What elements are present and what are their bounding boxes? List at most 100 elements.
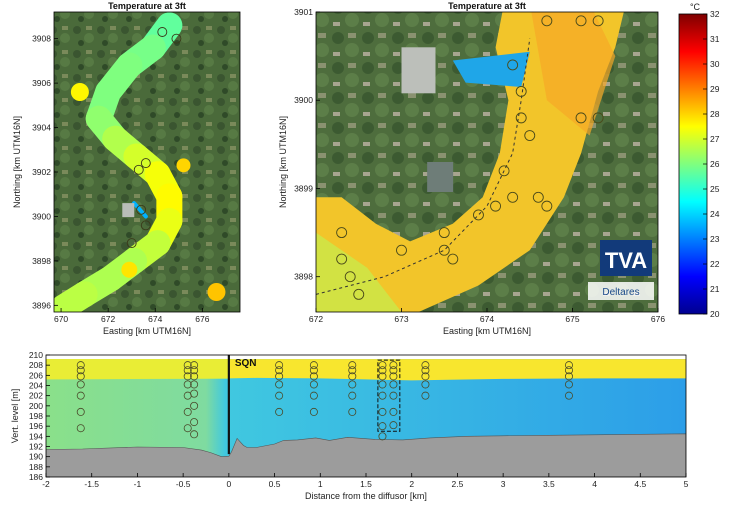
section-station-marker — [378, 361, 387, 370]
section-ytick-label: 208 — [29, 360, 43, 370]
right-map-station-marker — [541, 200, 553, 212]
section-riverbed — [46, 433, 686, 477]
colorbar: 20 21 22 23 24 25 26 27 28 29 30 31 32 °C — [678, 2, 720, 319]
section-station-marker — [389, 380, 398, 389]
right-map-station-marker — [473, 209, 484, 221]
right-map-plot-area: TVA Deltares — [316, 12, 658, 312]
right-map-cool-edge — [316, 232, 402, 312]
section-xtick-label: 3 — [501, 479, 506, 489]
section-ytick-label: 190 — [29, 452, 43, 462]
section-ytick-label: 202 — [29, 391, 43, 401]
right-map-station-marker — [336, 253, 348, 265]
right-map-station-marker — [515, 112, 527, 124]
section-plot-area — [46, 355, 686, 477]
left-map-station-marker — [133, 164, 144, 175]
section-station-marker — [190, 366, 199, 375]
right-map-station-marker — [336, 227, 348, 239]
section-station-marker — [348, 380, 357, 389]
right-map-ylabel: Northing [km UTM16N] — [278, 116, 288, 208]
left-map-xtick-label: 674 — [148, 314, 162, 324]
right-map-station-marker — [490, 200, 501, 212]
section-station-marker — [183, 366, 192, 375]
section-station-marker — [190, 389, 199, 398]
right-map-xtick-label: 674 — [480, 314, 494, 324]
section-station-marker — [421, 361, 430, 370]
section-station-marker — [564, 372, 573, 381]
section-station-marker — [309, 380, 318, 389]
section-station-marker — [564, 391, 573, 400]
section-station-marker — [378, 407, 387, 416]
left-map-station-marker — [157, 27, 168, 37]
section-station-marker — [183, 424, 192, 433]
section-ytick-label: 194 — [29, 431, 43, 441]
section-station-marker — [421, 372, 430, 381]
right-map-station-marker — [532, 191, 544, 203]
colorbar-unit: °C — [690, 2, 701, 12]
section-ytick-label: 210 — [29, 350, 43, 360]
section-xtick-label: 4.5 — [634, 479, 646, 489]
section-station-marker — [76, 372, 85, 381]
colorbar-tick-label: 25 — [710, 184, 720, 194]
left-map-station-marker — [126, 238, 137, 249]
section-station-marker — [389, 361, 398, 370]
right-map-station-marker — [524, 130, 536, 141]
right-map-ytick-label: 3901 — [294, 7, 313, 17]
right-map-xtick-label: 676 — [651, 314, 665, 324]
section-station-marker — [389, 366, 398, 375]
section-highlight-box — [377, 359, 401, 432]
right-map-station-marker — [507, 191, 519, 203]
left-map-ytick-label: 3904 — [32, 123, 51, 133]
cross-section-panel: SQN-2 -1.5 -1 -0.5 0 0.5 1 1.5 2 2.5 3 3.5 4 4.5 51861… — [10, 350, 689, 501]
left-map-xlabel: Easting [km UTM16N] — [103, 326, 191, 336]
section-station-marker — [76, 380, 85, 389]
section-station-marker — [190, 361, 199, 370]
section-ylabel: Vert. level [m] — [10, 389, 20, 444]
section-station-marker — [76, 361, 85, 370]
colorbar-tick-label: 32 — [710, 9, 720, 19]
left-map-plot-area — [54, 12, 240, 312]
section-station-marker — [190, 430, 199, 439]
section-xtick-label: 0 — [226, 479, 231, 489]
section-station-marker — [389, 421, 398, 430]
section-station-marker — [76, 391, 85, 400]
right-map-plant-site — [401, 47, 436, 94]
section-station-marker — [564, 361, 573, 370]
right-map-station-marker — [447, 253, 459, 265]
right-map-station-marker — [575, 15, 587, 27]
section-station-marker — [275, 407, 284, 416]
section-ytick-label: 186 — [29, 472, 43, 482]
tva-logo-background — [600, 240, 652, 276]
right-map-station-marker — [541, 15, 553, 27]
left-map-ylabel: Northing [km UTM16N] — [12, 116, 22, 208]
right-map-station-marker — [515, 85, 527, 97]
left-map-xtick-label: 670 — [54, 314, 68, 324]
deltares-logo-text: Deltares — [602, 287, 639, 298]
right-map-title: Temperature at 3ft — [448, 1, 526, 11]
left-map-station-marker — [140, 220, 151, 231]
left-map-station-marker — [140, 158, 151, 169]
colorbar-tick-label: 22 — [710, 259, 720, 269]
right-map-ytick-label: 3899 — [294, 183, 313, 193]
right-map-station-marker — [353, 288, 365, 300]
left-map-inlet-arm — [176, 158, 191, 173]
section-ytick-label: 192 — [29, 442, 43, 452]
left-map-ytick-label: 3908 — [32, 34, 51, 44]
section-xtick-label: 3.5 — [543, 479, 555, 489]
left-map-river-segment — [54, 281, 98, 312]
section-station-marker — [190, 380, 199, 389]
section-station-marker — [190, 372, 199, 381]
section-station-marker — [309, 361, 318, 370]
section-station-marker — [348, 391, 357, 400]
section-station-marker — [275, 391, 284, 400]
left-map-xtick-label: 676 — [195, 314, 209, 324]
section-station-marker — [183, 372, 192, 381]
section-ytick-label: 200 — [29, 401, 43, 411]
section-station-marker — [421, 380, 430, 389]
section-xtick-label: -0.5 — [176, 479, 191, 489]
left-map-inlet-arm — [207, 283, 226, 301]
left-map-frame — [53, 11, 241, 313]
section-station-marker — [275, 380, 284, 389]
section-station-marker — [564, 366, 573, 375]
section-station-marker — [378, 372, 387, 381]
